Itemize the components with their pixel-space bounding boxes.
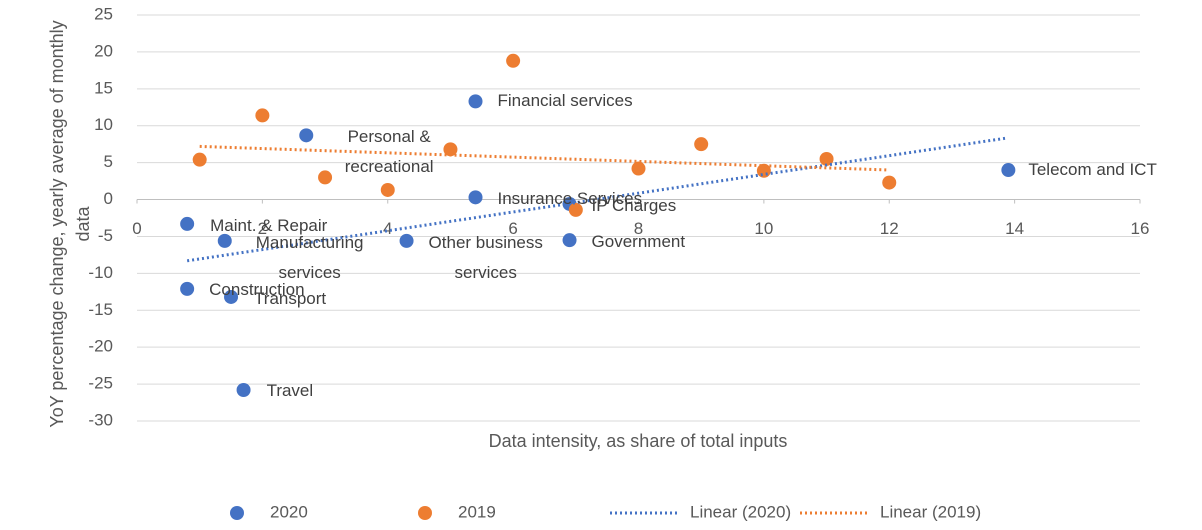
y-tick-label: 10 — [94, 115, 113, 134]
x-tick-label: 0 — [132, 219, 141, 238]
point-label: Other business services — [428, 232, 543, 282]
point — [236, 382, 251, 397]
x-tick-label: 14 — [1005, 219, 1024, 238]
x-tick-label: 10 — [754, 219, 773, 238]
x-tick-label: 2 — [258, 219, 267, 238]
y-tick-label: -5 — [98, 226, 113, 245]
trendline — [199, 144, 890, 172]
point — [299, 128, 314, 143]
x-tick-label: 6 — [508, 219, 517, 238]
x-tick-label: 12 — [880, 219, 899, 238]
point-label: Telecom and ICT — [1028, 160, 1157, 180]
point — [380, 182, 395, 197]
legend-label: 2019 — [458, 502, 496, 521]
point — [180, 216, 195, 231]
legend-label: 2020 — [270, 502, 308, 521]
point-label: Personal & recreational — [344, 127, 434, 177]
y-tick-label: 5 — [104, 152, 113, 171]
legend-label: Linear (2020) — [690, 502, 791, 521]
point — [882, 175, 897, 190]
point — [468, 190, 483, 205]
point — [694, 137, 709, 152]
point-label: IP Charges — [591, 195, 677, 215]
y-tick-label: 20 — [94, 41, 113, 60]
legend-label: Linear (2019) — [880, 502, 981, 521]
point — [631, 161, 646, 176]
point — [468, 94, 483, 109]
x-axis-label: Data intensity, as share of total inputs — [489, 431, 788, 451]
point — [255, 108, 270, 123]
point — [568, 202, 583, 217]
point — [217, 233, 232, 248]
y-tick-label: -10 — [88, 263, 113, 282]
y-tick-label: -30 — [88, 410, 113, 429]
point — [180, 281, 195, 296]
x-tick-label: 8 — [634, 219, 643, 238]
point — [192, 152, 207, 167]
point-label: Construction — [209, 279, 305, 299]
y-tick-label: -15 — [88, 300, 113, 319]
point — [819, 151, 834, 166]
point — [224, 289, 239, 304]
y-tick-label: 0 — [104, 189, 113, 208]
legend-swatch — [230, 506, 244, 520]
point — [443, 142, 458, 157]
point-label: Financial services — [497, 91, 633, 111]
point — [562, 233, 577, 248]
x-tick-label: 4 — [383, 219, 392, 238]
point-label: Manufacturing services — [255, 232, 364, 282]
x-tick-label: 16 — [1131, 219, 1150, 238]
point-label: Transport — [254, 288, 327, 308]
point-label: Insurance Services — [497, 189, 643, 209]
point — [399, 233, 414, 248]
point — [1001, 163, 1016, 178]
point-label: Government — [591, 232, 686, 252]
point — [506, 53, 521, 68]
y-axis-label: YoY percentage change, yearly average of… — [47, 20, 93, 428]
point-label: Travel — [266, 380, 314, 400]
legend-swatch — [418, 506, 432, 520]
y-tick-label: -20 — [88, 337, 113, 356]
point-label: Maint. & Repair — [210, 215, 328, 235]
y-tick-label: -25 — [88, 374, 113, 393]
point — [756, 163, 771, 178]
point — [318, 170, 333, 185]
y-tick-label: 25 — [94, 4, 113, 23]
y-tick-label: 15 — [94, 78, 113, 97]
